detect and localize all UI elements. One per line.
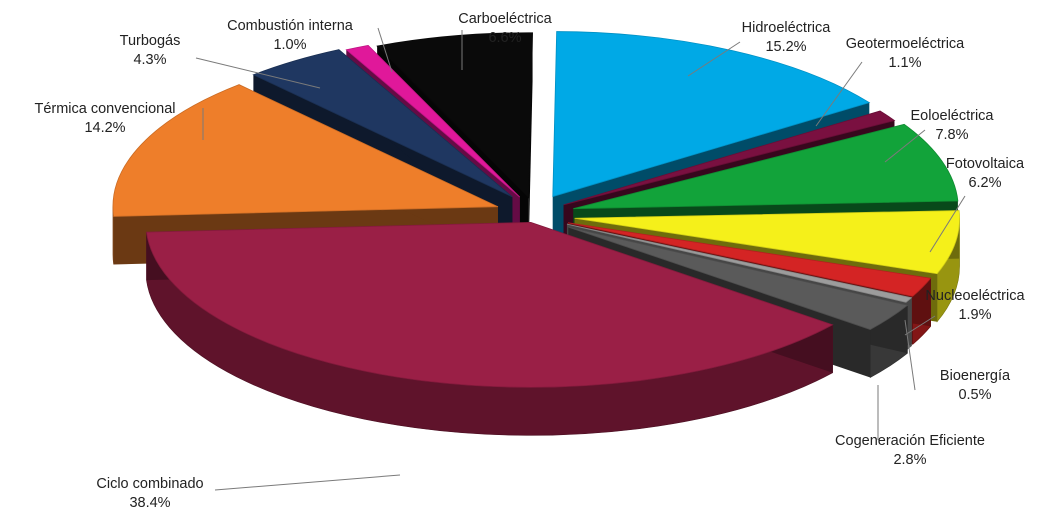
slice-label-12: Carboeléctrica 6.6% [458, 11, 553, 70]
leader-line [377, 27, 393, 73]
slices-layer [112, 31, 960, 436]
leader-line [904, 315, 936, 336]
slice-label-4: Fotovoltaica 6.2% [929, 156, 1025, 253]
slice-value: 15.2% [765, 39, 806, 55]
slice-value: 1.9% [958, 307, 991, 323]
slice-name: Cogeneración Eficiente [835, 433, 985, 449]
slice-label-9: Térmica convencional 14.2% [34, 101, 204, 140]
slice-name: Ciclo combinado [96, 476, 203, 492]
slice-name: Bioenergía [940, 368, 1011, 384]
slice-value: 7.8% [935, 127, 968, 143]
slice-label-2: Geotermoeléctrica 1.1% [815, 36, 965, 127]
leader-line [687, 41, 741, 77]
slice-top [573, 123, 959, 210]
slice-label-3: Eoloeléctrica 7.8% [884, 108, 994, 163]
slice-value: 14.2% [84, 120, 125, 136]
leader-line [904, 319, 916, 391]
slice-top [146, 221, 834, 388]
slice-name: Nucleoeléctrica [925, 288, 1025, 304]
slice-top [566, 223, 913, 303]
slice-value: 4.3% [133, 52, 166, 68]
slice-top [112, 84, 499, 217]
slice-label-1: Hidroeléctrica 15.2% [687, 20, 832, 77]
slice-name: Hidroeléctrica [742, 20, 832, 36]
slice-8 [146, 221, 834, 436]
leader-line [884, 129, 926, 163]
slice-label-8: Ciclo combinado 38.4% [96, 474, 401, 511]
leader-line [929, 195, 966, 253]
slice-name: Turbogás [120, 33, 181, 49]
slice-value: 2.8% [893, 452, 926, 468]
leader-line [195, 57, 321, 89]
slice-value: 1.0% [273, 37, 306, 53]
leader-line [815, 61, 863, 127]
slice-value: 1.1% [888, 55, 921, 71]
slice-label-10: Turbogás 4.3% [120, 33, 321, 89]
slice-label-6: Bioenergía 0.5% [904, 319, 1011, 403]
slice-name: Fotovoltaica [946, 156, 1025, 172]
slice-name: Carboeléctrica [458, 11, 552, 27]
leader-line [214, 474, 401, 491]
slice-value: 0.5% [958, 387, 991, 403]
slice-top [552, 31, 871, 198]
slice-top [376, 32, 533, 199]
slice-name: Combustión interna [227, 18, 354, 34]
slice-label-7: Cogeneración Eficiente 2.8% [835, 385, 985, 468]
slice-top [563, 110, 896, 206]
slice-value: 6.6% [488, 30, 521, 46]
slice-name: Geotermoeléctrica [846, 36, 965, 52]
slice-top [568, 222, 932, 297]
slice-top [574, 210, 960, 275]
slice-name: Eoloeléctrica [910, 108, 994, 124]
slice-value: 6.2% [968, 175, 1001, 191]
slice-top [345, 44, 521, 198]
slice-label-5: Nucleoeléctrica 1.9% [904, 288, 1025, 336]
slice-name: Térmica convencional [34, 101, 175, 117]
slice-top [568, 226, 909, 330]
slice-label-11: Combustión interna 1.0% [227, 18, 393, 73]
slice-value: 38.4% [129, 495, 170, 511]
slice-top [252, 49, 513, 198]
labels-layer: Hidroeléctrica 15.2% Geotermoeléctrica 1.1%… [34, 11, 1025, 511]
